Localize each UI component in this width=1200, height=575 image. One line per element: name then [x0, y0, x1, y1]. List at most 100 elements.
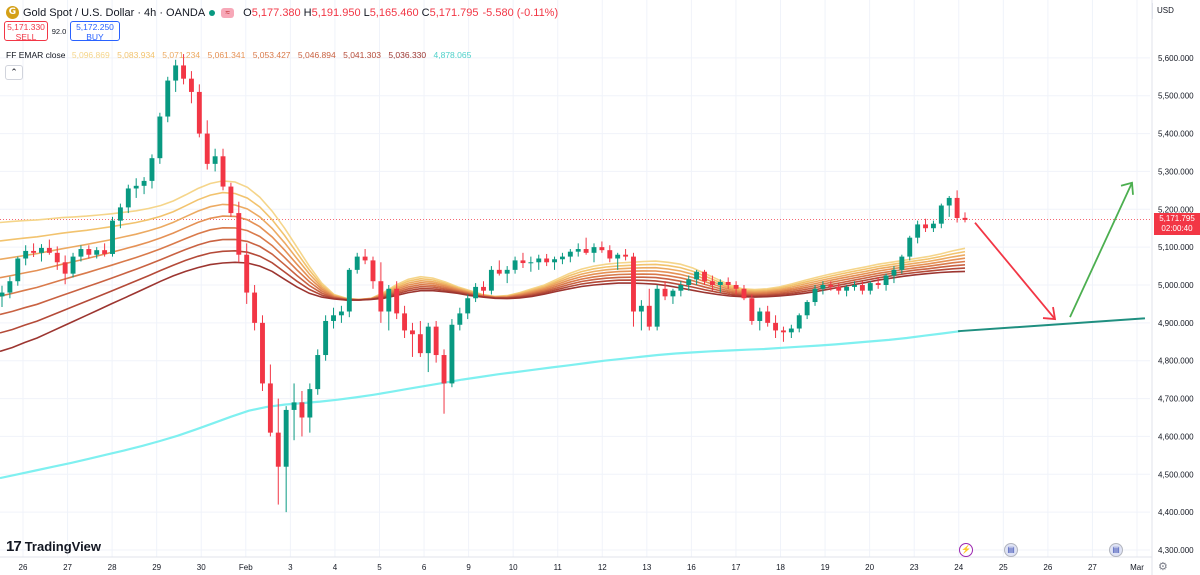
candle-body	[165, 80, 171, 117]
candle-body	[512, 260, 518, 270]
candle-body	[149, 158, 155, 181]
candle-body	[828, 285, 834, 287]
candle-body	[125, 188, 131, 208]
change-value: -5.580 (-0.11%)	[482, 6, 559, 19]
sell-price: 5,171.330	[7, 22, 45, 32]
price-tick-label: 5,400.000	[1158, 130, 1194, 139]
candle-body	[117, 207, 123, 221]
time-scale: 26 27 28 29 30 Feb 3 4 5 6 9 10 11 12 13 16 17 18 19 20 23 24…	[19, 563, 1145, 572]
candle-body	[7, 281, 13, 293]
current-price-tag: 5,171.795 02:00:40	[1154, 213, 1200, 235]
time-tick-label: 17	[732, 563, 741, 572]
candle-body	[733, 285, 739, 289]
us-flag-icon[interactable]: ▤	[1004, 543, 1018, 557]
candle-body	[891, 269, 897, 276]
sell-label: SELL	[15, 32, 37, 42]
time-tick-label: Feb	[239, 563, 253, 572]
candle-body	[362, 256, 368, 261]
candle-body	[204, 133, 210, 164]
candle-body	[78, 249, 84, 257]
bar-countdown: 02:00:40	[1161, 224, 1193, 233]
ema-value: 5,041.303	[343, 50, 381, 60]
indicator-name: FF EMAR close	[6, 50, 66, 60]
candle-body	[781, 330, 786, 333]
candle-body	[623, 254, 629, 257]
symbol-title[interactable]: Gold Spot / U.S. Dollar · 4h · OANDA	[23, 6, 206, 19]
chevron-up-icon[interactable]: ⌃	[5, 65, 23, 80]
candle-body	[267, 383, 273, 433]
candle-body	[394, 288, 400, 314]
candle-body	[552, 259, 557, 263]
candle-body	[765, 311, 771, 323]
candle-body	[820, 285, 826, 289]
time-tick-label: 18	[776, 563, 785, 572]
time-tick-label: 10	[509, 563, 518, 572]
candle-body	[836, 286, 842, 291]
candle-body	[370, 260, 376, 282]
price-tick-label: 5,000.000	[1158, 281, 1194, 290]
candle-body	[457, 313, 463, 325]
candle-body	[796, 315, 802, 329]
candlesticks	[0, 54, 968, 513]
candle-body	[141, 180, 147, 186]
candle-body	[133, 185, 139, 189]
indicator-toggle-icon[interactable]: ≈	[221, 7, 235, 18]
buy-button[interactable]: 5,172.250 BUY	[70, 21, 120, 42]
candle-body	[70, 256, 76, 274]
candle-body	[638, 305, 644, 312]
time-tick-label: 25	[999, 563, 1008, 572]
time-tick-label: 9	[466, 563, 471, 572]
price-tick-label: 5,100.000	[1158, 243, 1194, 252]
price-tick-label: 5,500.000	[1158, 92, 1194, 101]
candle-body	[15, 258, 21, 282]
candle-body	[346, 269, 352, 312]
candle-body	[875, 283, 881, 285]
flash-icon[interactable]: ⚡	[959, 543, 973, 557]
time-tick-label: 23	[910, 563, 919, 572]
candle-body	[741, 288, 747, 299]
candle-body	[725, 281, 731, 285]
candle-body	[907, 237, 913, 257]
price-tick-label: 4,700.000	[1158, 395, 1194, 404]
close-label: C	[421, 6, 430, 19]
trendline	[957, 317, 1146, 333]
candle-body	[417, 334, 423, 354]
candle-body	[46, 247, 52, 253]
gear-icon[interactable]: ⚙	[1158, 561, 1168, 573]
candle-body	[481, 286, 486, 291]
candle-body	[39, 247, 44, 253]
open-label: O	[243, 6, 252, 19]
projection-up-arrowhead	[1120, 181, 1134, 195]
price-scale: 5,600.000 5,500.000 5,400.000 5,300.000 5,20…	[1158, 54, 1194, 555]
candle-body	[962, 217, 968, 220]
candle-body	[307, 389, 313, 418]
spread-value: 92.0	[51, 26, 67, 36]
candle-body	[591, 247, 597, 253]
candle-body	[173, 65, 179, 81]
candle-body	[812, 288, 818, 303]
candle-body	[0, 292, 5, 297]
candle-body	[315, 355, 321, 390]
ema-line	[0, 249, 966, 334]
sell-button[interactable]: 5,171.330 SELL	[4, 21, 48, 42]
brand-name: TradingView	[24, 539, 102, 554]
currency-selector[interactable]: USD	[1152, 3, 1199, 19]
ema-value: 5,096.869	[71, 50, 110, 60]
candle-body	[559, 256, 565, 260]
us-flag-icon[interactable]: ▤	[1109, 543, 1123, 557]
projection-down-arrowhead	[1042, 306, 1057, 321]
candle-body	[662, 288, 668, 297]
candle-body	[252, 292, 258, 323]
candle-body	[654, 288, 660, 327]
indicator-legend[interactable]: FF EMAR close 5,096.869 5,083.934 5,071.…	[6, 50, 476, 60]
ema-ribbon	[0, 180, 966, 480]
time-tick-label: 4	[333, 563, 338, 572]
candle-body	[433, 326, 439, 356]
ema-value: 5,046.894	[297, 50, 336, 60]
candle-body	[615, 254, 621, 259]
time-tick-label: 27	[1088, 563, 1097, 572]
candle-body	[852, 285, 857, 287]
tradingview-logo[interactable]: 17 TradingView	[6, 538, 101, 555]
candle-body	[86, 249, 92, 255]
